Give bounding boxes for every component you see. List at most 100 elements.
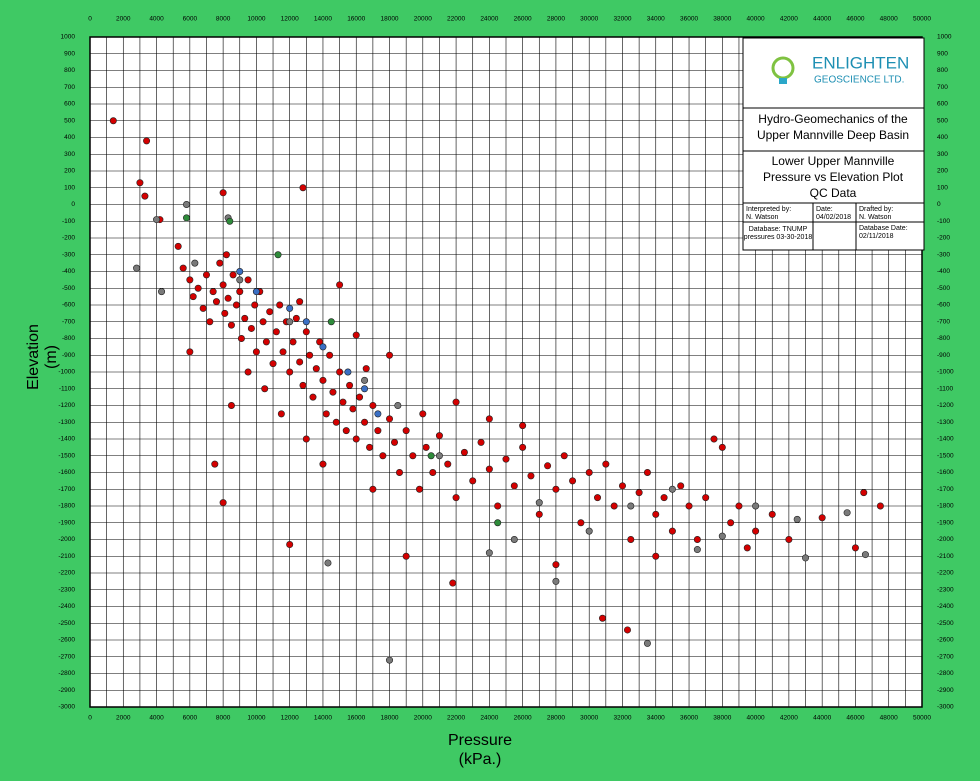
project-title: Hydro-Geomechanics of the [758, 112, 908, 126]
data-point [851, 544, 859, 552]
y-tick-label: -1800 [58, 503, 75, 510]
data-point [379, 452, 387, 460]
y-tick-label-right: 500 [937, 117, 948, 124]
data-point [718, 532, 726, 540]
x-tick-label: 36000 [680, 715, 698, 722]
x-tick-label: 22000 [447, 715, 465, 722]
data-point [802, 554, 810, 562]
x-tick-label: 16000 [347, 715, 365, 722]
y-tick-label: 800 [64, 67, 75, 74]
data-point [219, 281, 227, 289]
data-point [251, 301, 259, 309]
x-tick-label: 18000 [380, 715, 398, 722]
x-tick-label-top: 32000 [613, 16, 631, 23]
y-axis-label: (m) [43, 345, 60, 369]
data-point [452, 398, 460, 406]
data-point [485, 549, 493, 557]
x-tick-label: 38000 [713, 715, 731, 722]
data-point [535, 510, 543, 518]
data-point [141, 192, 149, 200]
x-tick-label-top: 10000 [247, 16, 265, 23]
data-point [109, 117, 117, 125]
data-point [693, 535, 701, 543]
data-point [332, 418, 340, 426]
y-tick-label-right: -900 [937, 352, 950, 359]
x-tick-label-top: 48000 [880, 16, 898, 23]
data-point [627, 535, 635, 543]
y-tick-label: 600 [64, 101, 75, 108]
y-tick-label-right: -1700 [937, 486, 954, 493]
y-tick-label: -2100 [58, 553, 75, 560]
y-tick-label-right: -3000 [937, 704, 954, 711]
info-value: 02/11/2018 [859, 233, 894, 240]
plot-border [89, 36, 923, 708]
y-tick-label: -2500 [58, 620, 75, 627]
x-tick-label-top: 46000 [846, 16, 864, 23]
y-tick-label-right: -400 [937, 268, 950, 275]
x-tick-label-top: 42000 [780, 16, 798, 23]
x-tick-label: 46000 [846, 715, 864, 722]
y-tick-label: -2400 [58, 603, 75, 610]
y-tick-label-right: 900 [937, 50, 948, 57]
data-point [199, 304, 207, 312]
data-point [316, 338, 324, 346]
data-point [327, 318, 335, 326]
data-point [494, 519, 502, 527]
data-point [386, 351, 394, 359]
data-point [356, 393, 364, 401]
info-label: Drafted by: [859, 206, 893, 213]
data-point [339, 398, 347, 406]
data-point [292, 314, 300, 322]
data-point [289, 338, 297, 346]
data-point [194, 284, 202, 292]
data-point [237, 334, 245, 342]
x-tick-label: 24000 [480, 715, 498, 722]
data-point [183, 214, 191, 222]
x-tick-label: 10000 [247, 715, 265, 722]
y-tick-label: -1300 [58, 419, 75, 426]
y-tick-label-right: 0 [937, 201, 941, 208]
data-point [179, 264, 187, 272]
data-point [623, 626, 631, 634]
data-point [785, 535, 793, 543]
x-tick-label: 34000 [647, 715, 665, 722]
data-point [279, 348, 287, 356]
y-tick-label: -1500 [58, 452, 75, 459]
data-point [206, 318, 214, 326]
data-point [344, 368, 352, 376]
y-tick-label-right: -2500 [937, 620, 954, 627]
y-tick-label: -2300 [58, 586, 75, 593]
y-tick-label-right: -600 [937, 302, 950, 309]
data-point [222, 251, 230, 259]
x-axis-label: Pressure [448, 732, 512, 749]
data-point [346, 381, 354, 389]
x-tick-label: 12000 [281, 715, 299, 722]
data-point [752, 502, 760, 510]
data-point [349, 405, 357, 413]
data-point [274, 251, 282, 259]
data-point [861, 551, 869, 559]
x-tick-label-top: 22000 [447, 16, 465, 23]
data-point [685, 502, 693, 510]
x-tick-label-top: 34000 [647, 16, 665, 23]
y-tick-label-right: -2400 [937, 603, 954, 610]
y-tick-label: -2600 [58, 637, 75, 644]
data-point [386, 415, 394, 423]
y-tick-label-right: 600 [937, 101, 948, 108]
data-point [735, 502, 743, 510]
data-point [618, 482, 626, 490]
data-point [158, 288, 166, 296]
data-point [226, 217, 234, 225]
y-tick-label: -300 [62, 251, 75, 258]
data-point [519, 422, 527, 430]
data-point [477, 438, 485, 446]
x-tick-label-top: 8000 [216, 16, 231, 23]
x-tick-label: 32000 [613, 715, 631, 722]
x-tick-label: 30000 [580, 715, 598, 722]
data-point [552, 577, 560, 585]
data-point [402, 552, 410, 560]
data-point [302, 435, 310, 443]
data-point [219, 499, 227, 507]
data-point [133, 264, 141, 272]
